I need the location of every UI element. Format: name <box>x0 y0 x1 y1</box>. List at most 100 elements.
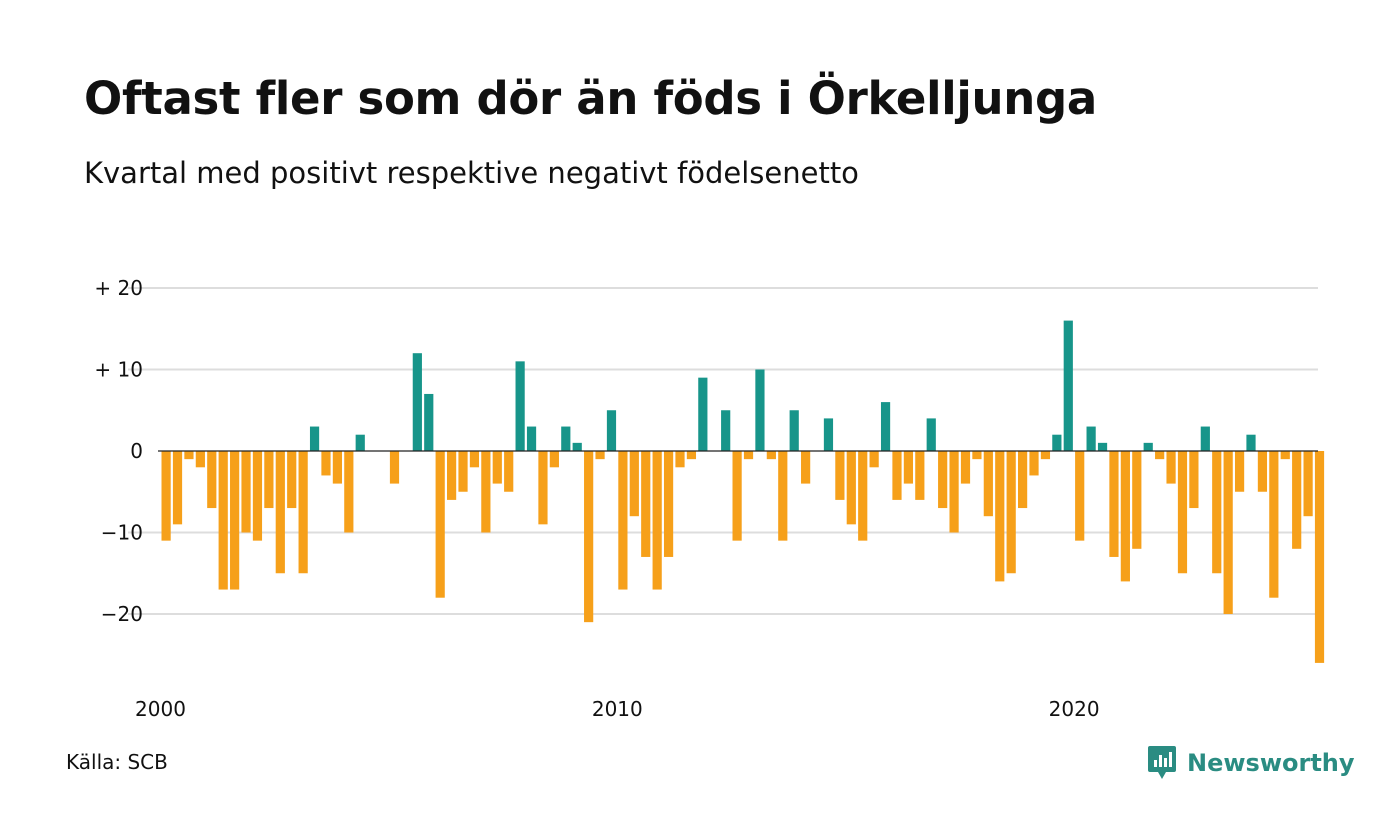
bar <box>1166 451 1176 484</box>
bar <box>549 451 559 468</box>
bar <box>287 451 297 509</box>
bar <box>424 393 434 451</box>
bar <box>1177 451 1188 574</box>
bar <box>561 426 571 451</box>
bar <box>789 410 799 451</box>
bar <box>743 451 754 460</box>
bar <box>492 451 502 484</box>
bar <box>801 451 811 484</box>
bar <box>755 369 765 451</box>
bar <box>1029 451 1039 476</box>
bar <box>926 418 936 451</box>
bar <box>344 451 354 533</box>
bar <box>1223 451 1233 614</box>
bar <box>572 442 582 451</box>
bar <box>983 451 993 517</box>
bar <box>1097 442 1108 451</box>
bar <box>641 451 651 557</box>
bar <box>721 410 731 451</box>
bar <box>595 451 605 460</box>
bar <box>1018 451 1028 509</box>
bar <box>823 418 834 451</box>
x-tick-label: 2010 <box>592 697 643 721</box>
bar <box>835 451 845 500</box>
bar <box>207 451 217 509</box>
bar <box>1063 320 1073 451</box>
bar <box>526 426 537 451</box>
bar <box>172 451 183 525</box>
bar <box>1269 451 1279 598</box>
bar <box>481 451 491 533</box>
bar <box>184 451 194 460</box>
bar <box>903 451 913 484</box>
bar <box>447 451 457 500</box>
bar <box>606 410 617 451</box>
bar <box>1109 451 1119 557</box>
bar <box>252 451 263 541</box>
bar <box>218 451 228 590</box>
bar <box>1075 451 1085 541</box>
bar <box>435 451 445 598</box>
bar <box>504 451 514 492</box>
bar <box>663 451 674 557</box>
bar <box>1303 451 1313 517</box>
bar <box>332 451 342 484</box>
bar <box>1120 451 1130 582</box>
source-note: Källa: SCB <box>66 750 168 774</box>
bar <box>230 451 240 590</box>
bar <box>1280 451 1290 460</box>
x-tick-label: 2020 <box>1049 697 1100 721</box>
bar <box>275 451 285 574</box>
bar <box>915 451 925 500</box>
x-axis-tick-labels: 2000 2010 2020 <box>135 697 1100 721</box>
bar <box>698 377 708 451</box>
newsworthy-logo-icon <box>1148 746 1176 779</box>
bar <box>858 451 868 541</box>
bar <box>880 402 891 451</box>
bars <box>161 320 1325 663</box>
y-tick-label: + 20 <box>94 276 143 300</box>
chart-title: Oftast fler som dör än föds i Örkelljung… <box>84 72 1097 125</box>
bar <box>161 451 171 541</box>
bar <box>960 451 971 484</box>
y-tick-label: −10 <box>101 521 143 545</box>
bar <box>938 451 948 509</box>
bar <box>766 451 776 460</box>
gridlines <box>128 287 1318 615</box>
bar <box>538 451 548 525</box>
bar <box>389 451 400 484</box>
bar <box>949 451 959 533</box>
bar <box>412 353 422 451</box>
bar <box>1132 451 1142 549</box>
bar <box>355 434 365 451</box>
bar <box>629 451 639 517</box>
bar <box>778 451 788 541</box>
bar <box>584 451 594 623</box>
bar <box>1292 451 1302 549</box>
chart-subtitle: Kvartal med positivt respektive negativt… <box>84 156 859 190</box>
bar <box>515 361 525 451</box>
bar <box>1234 451 1245 492</box>
bar <box>892 451 902 500</box>
bar <box>1143 442 1153 451</box>
bar <box>1246 434 1256 451</box>
bar <box>264 451 274 509</box>
y-tick-label: 0 <box>130 439 143 463</box>
x-tick-label: 2000 <box>135 697 186 721</box>
bar <box>1314 451 1325 663</box>
y-axis-tick-labels: + 20 + 10 0 −10 −20 <box>94 276 143 626</box>
bar <box>618 451 628 590</box>
bar <box>1006 451 1016 574</box>
bar <box>652 451 662 590</box>
bar <box>732 451 742 541</box>
bar <box>846 451 856 525</box>
bar <box>195 451 205 468</box>
brand-name: Newsworthy <box>1187 749 1355 777</box>
bar <box>869 451 879 468</box>
bar <box>458 451 468 492</box>
bar <box>1086 426 1096 451</box>
bar <box>1189 451 1199 509</box>
bar <box>321 451 331 476</box>
bar <box>241 451 251 533</box>
bar <box>1257 451 1268 492</box>
